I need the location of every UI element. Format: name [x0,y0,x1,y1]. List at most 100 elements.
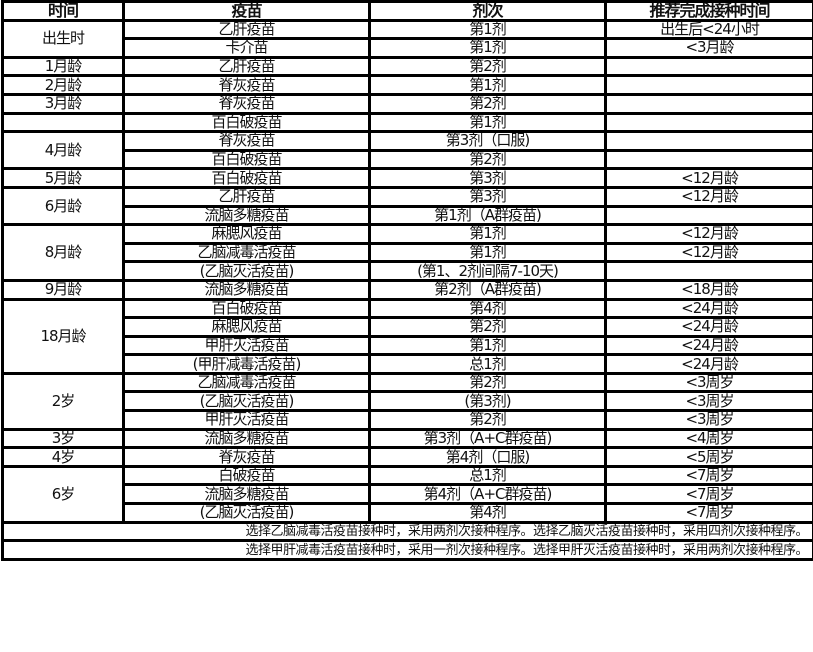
table-row: 甲肝灭活疫苗 第1剂 <24月龄 [3,334,813,357]
dose-cell: 第3剂 [368,167,607,189]
table-row: 18月龄 百白破疫苗 第4剂 <24月龄 [1,297,813,375]
table-row: (乙脑灭活疫苗) (第3剂) <3周岁 [3,390,813,413]
recommended-time-cell: <18月龄 [604,278,813,301]
table-row: 2岁 乙脑减毒活疫苗 第2剂 <3周岁 [1,371,813,431]
time-cell: 出生时 [1,18,125,59]
vaccine-cell: 乙脑减毒活疫苗 [122,371,371,394]
vaccine-cell: 甲肝灭活疫苗 [122,334,371,357]
time-cell: 8月龄 [1,223,125,282]
dose-cell: 第1剂 [368,223,607,245]
vaccination-schedule-table: 时间 疫苗 剂次 推荐完成接种时间 出生时 乙肝疫苗 第1剂 出生后<24小时 卡介苗第… [1,0,813,561]
recommended-time-cell: <3周岁 [604,371,813,394]
vaccine-cell: (乙脑灭活疫苗) [122,502,371,524]
dose-cell: 第3剂（A+C群疫苗) [368,427,607,450]
vaccine-cell: 百白破疫苗 [122,111,371,134]
table-row: 5月龄 百白破疫苗 第3剂 <12月龄 [1,167,813,189]
dose-cell: 第1剂 [368,334,607,357]
header-dose: 剂次 [368,0,607,22]
header-time: 时间 [1,0,125,22]
dose-cell: 第1剂 [368,18,607,41]
time-cell: 6岁 [1,464,125,524]
table-row: 麻腮风疫苗 第2剂 <24月龄 [3,316,813,338]
vaccine-cell: 脊灰疫苗 [122,130,371,152]
time-cell: 4月龄 [1,130,125,171]
recommended-time-cell: <7周岁 [604,483,813,505]
table-row: (乙脑灭活疫苗) 第4剂 <7周岁 [3,502,813,524]
dose-cell: 第4剂（口服) [368,446,607,468]
table-row: 3岁 流脑多糖疫苗 第3剂（A+C群疫苗) <4周岁 [1,427,813,450]
note-text: 选择乙脑减毒活疫苗接种时，采用两剂次接种程序。选择乙脑灭活疫苗接种时，采用四剂次… [1,520,813,543]
table-row: (乙脑灭活疫苗) (第1、2剂间隔7-10天) [3,260,813,282]
note-row: 选择甲肝减毒活疫苗接种时，采用一剂次接种程序。选择甲肝灭活疫苗接种时，采用两剂次… [1,539,813,561]
vaccine-cell: 脊灰疫苗 [122,446,371,468]
vaccine-cell: 乙肝疫苗 [122,18,371,41]
recommended-time-cell: <24月龄 [604,316,813,338]
recommended-time-cell [604,55,813,78]
time-cell: 3月龄 [1,93,125,115]
recommended-time-cell [604,74,813,96]
vaccine-cell: 百白破疫苗 [122,148,371,171]
note-row: 选择乙脑减毒活疫苗接种时，采用两剂次接种程序。选择乙脑灭活疫苗接种时，采用四剂次… [1,520,813,543]
time-cell: 4岁 [1,446,125,468]
table-row: 出生时 乙肝疫苗 第1剂 出生后<24小时 [1,18,813,59]
recommended-time-cell: <7周岁 [604,464,813,487]
table-row: 4岁 脊灰疫苗 第4剂（口服) <5周岁 [1,446,813,468]
vaccine-cell: 甲肝灭活疫苗 [122,409,371,431]
vaccine-cell: 卡介苗 [122,37,371,59]
vaccine-cell: 麻腮风疫苗 [122,316,371,338]
vaccine-cell: 流脑多糖疫苗 [122,278,371,301]
time-cell: 5月龄 [1,167,125,189]
recommended-time-cell: <12月龄 [604,241,813,264]
vaccine-cell: (甲肝减毒活疫苗) [122,353,371,375]
table-row: 3月龄 脊灰疫苗 第2剂 [1,93,813,115]
table-row: 甲肝灭活疫苗 第2剂 <3周岁 [3,409,813,431]
recommended-time-cell: <5周岁 [604,446,813,468]
dose-cell: 第1剂 [368,74,607,96]
dose-cell: 第1剂 [368,241,607,264]
table-row: (甲肝减毒活疫苗) 总1剂 <24月龄 [3,353,813,375]
dose-cell: (第1、2剂间隔7-10天) [368,260,607,282]
recommended-time-cell: 出生后<24小时 [604,18,813,41]
vaccine-cell: 麻腮风疫苗 [122,223,371,245]
time-cell: 18月龄 [1,297,125,375]
vaccine-cell: (乙脑灭活疫苗) [122,390,371,413]
header-row: 时间 疫苗 剂次 推荐完成接种时间 [1,0,813,22]
vaccine-cell: 乙肝疫苗 [122,185,371,208]
recommended-time-cell: <3周岁 [604,390,813,413]
dose-cell: 第2剂 [368,93,607,115]
recommended-time-cell [604,204,813,227]
table-row: 9月龄 流脑多糖疫苗 第2剂（A群疫苗) <18月龄 [1,278,813,301]
recommended-time-cell [604,260,813,282]
time-cell: 6月龄 [1,185,125,227]
table-row: 6月龄 乙肝疫苗 第3剂 <12月龄 [1,185,813,227]
recommended-time-cell: <12月龄 [604,167,813,189]
time-cell: 1月龄 [1,55,125,78]
dose-cell: 第3剂（口服) [368,130,607,152]
table-row: 乙脑减毒活疫苗 第1剂 <12月龄 [3,241,813,264]
table-row: 1月龄 乙肝疫苗 第2剂 [1,55,813,78]
vaccine-cell: (乙脑灭活疫苗) [122,260,371,282]
dose-cell: 总1剂 [368,464,607,487]
vaccine-cell: 脊灰疫苗 [122,74,371,96]
table-row: 百白破疫苗 第2剂 [3,148,813,171]
recommended-time-cell: <3周岁 [604,409,813,431]
dose-cell: 第2剂 [368,148,607,171]
recommended-time-cell: <24月龄 [604,334,813,357]
table-row: 百白破疫苗 第1剂 [1,111,813,134]
dose-cell: 第2剂 [368,55,607,78]
table-row: 4月龄 脊灰疫苗 第3剂（口服) [1,130,813,171]
vaccine-cell: 乙肝疫苗 [122,55,371,78]
table-row: 2月龄 脊灰疫苗 第1剂 [1,74,813,96]
dose-cell: 第1剂（A群疫苗) [368,204,607,227]
table-row: 流脑多糖疫苗 第4剂（A+C群疫苗) <7周岁 [3,483,813,505]
recommended-time-cell: <24月龄 [604,353,813,375]
vaccine-cell: 百白破疫苗 [122,167,371,189]
recommended-time-cell: <4周岁 [604,427,813,450]
table-row: 流脑多糖疫苗 第1剂（A群疫苗) [3,204,813,227]
vaccine-cell: 流脑多糖疫苗 [122,483,371,505]
recommended-time-cell: <24月龄 [604,297,813,320]
note-text: 选择甲肝减毒活疫苗接种时，采用一剂次接种程序。选择甲肝灭活疫苗接种时，采用两剂次… [1,539,813,561]
header-vaccine: 疫苗 [122,0,371,22]
vaccine-cell: 白破疫苗 [122,464,371,487]
dose-cell: 第4剂 [368,297,607,320]
